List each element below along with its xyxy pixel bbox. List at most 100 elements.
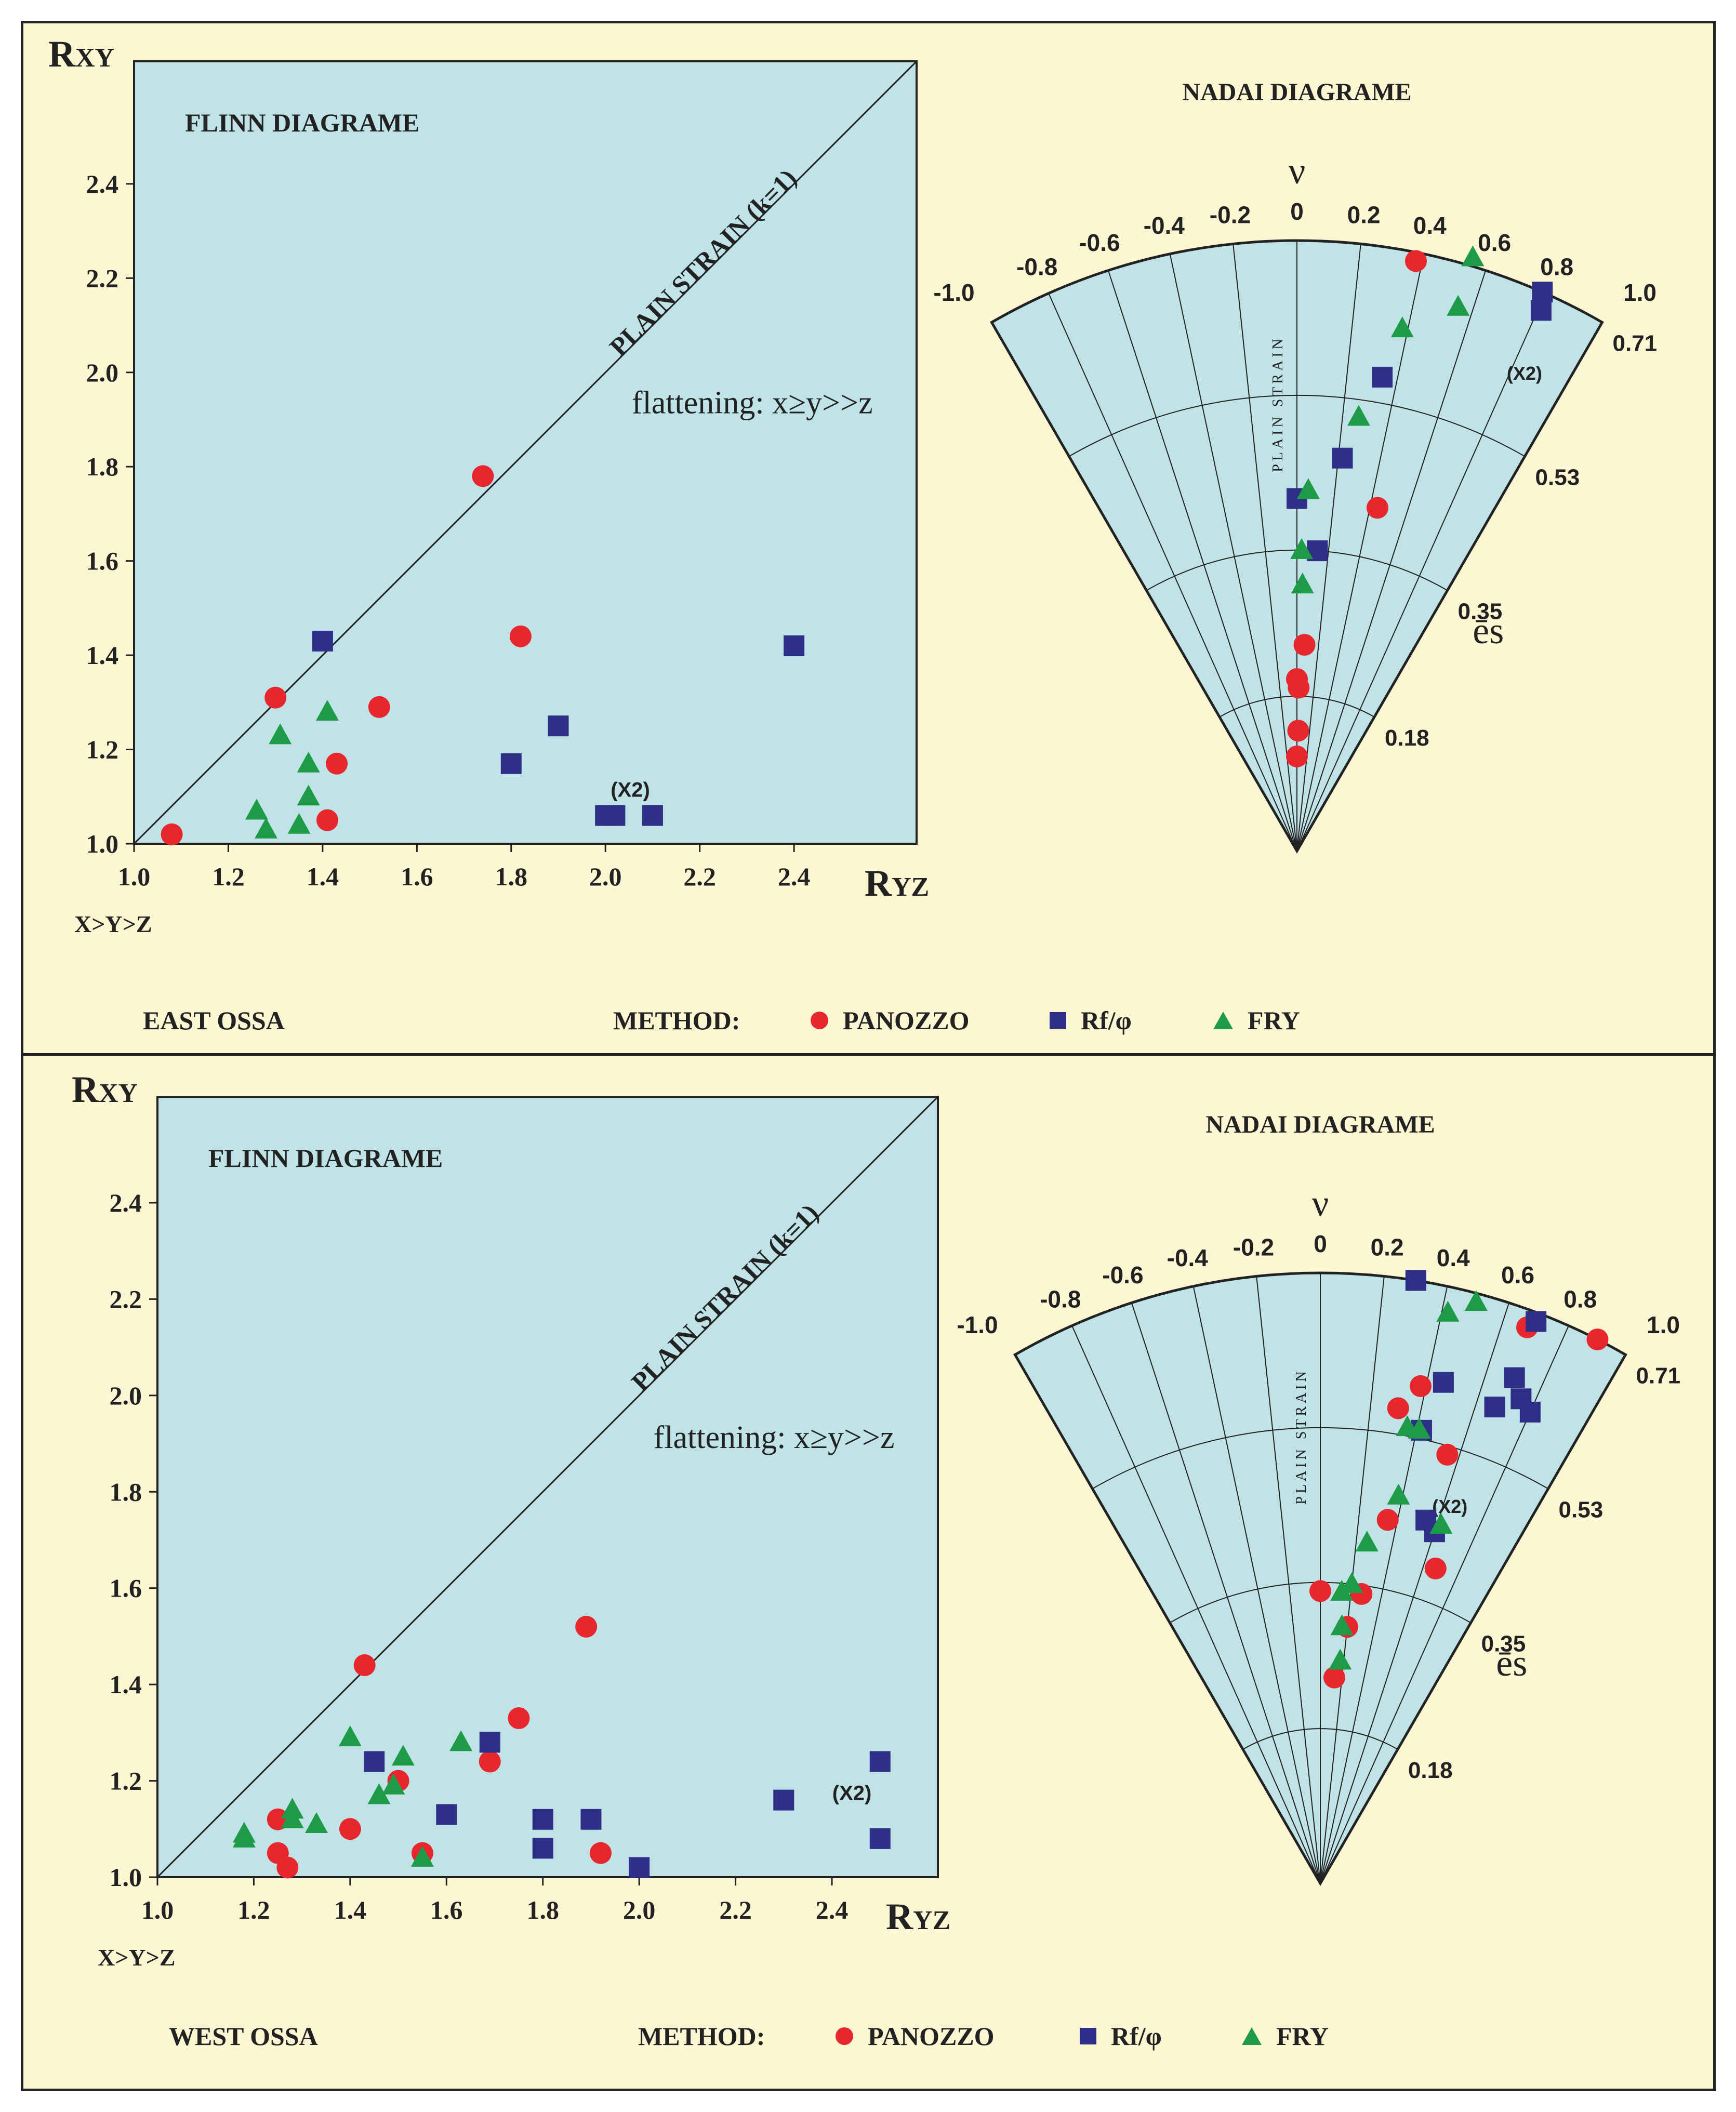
square-point: [773, 1789, 794, 1811]
square-point: [1532, 282, 1553, 303]
es-tick-label: 0.35: [1458, 599, 1503, 624]
x-tick-label: 1.2: [237, 1895, 270, 1924]
legend-panozzo-text: PANOZZO: [868, 2022, 995, 2051]
es-tick-label: 0.18: [1408, 1758, 1453, 1783]
circle-point: [1586, 1329, 1609, 1351]
y-tick-label: 1.0: [110, 1863, 142, 1892]
nu-tick-label: -0.6: [1102, 1261, 1143, 1289]
triangle-point: [410, 1845, 434, 1867]
square-point: [604, 805, 626, 826]
nu-radial-line: [1192, 1286, 1321, 1884]
x-tick-label: 2.0: [589, 862, 622, 891]
y-tick-label: 1.2: [110, 1766, 142, 1796]
triangle-point: [1355, 1531, 1379, 1552]
x-tick-label: 1.0: [141, 1895, 174, 1924]
nu-tick-label: 0.6: [1478, 229, 1511, 256]
panozzo-symbol: [836, 2027, 853, 2045]
nu-tick-label: 1.0: [1647, 1311, 1680, 1338]
x-tick-label: 1.6: [401, 862, 433, 891]
circle-point: [161, 823, 183, 845]
square-point: [1530, 300, 1552, 321]
nu-radial-line: [1071, 1325, 1321, 1884]
plain-strain-label: PLAIN STRAIN: [1293, 1368, 1309, 1505]
triangle-point: [315, 699, 339, 721]
x-tick-label: 1.0: [118, 862, 151, 891]
square-point: [532, 1809, 553, 1830]
triangle-point: [304, 1812, 328, 1834]
nu-tick-label: 0: [1290, 198, 1304, 225]
square-point: [312, 630, 333, 652]
nu-tick-label: -0.8: [1016, 253, 1057, 280]
triangle-point: [245, 799, 268, 820]
nu-tick-label: 0.4: [1413, 212, 1447, 239]
es-label: ēs: [1496, 1642, 1527, 1684]
y-tick-label: 2.2: [86, 263, 119, 293]
square-point: [869, 1751, 891, 1772]
circle-point: [264, 686, 287, 709]
square-point: [436, 1804, 457, 1825]
circle-point: [479, 1750, 501, 1773]
circle-point: [509, 625, 532, 647]
y-tick-label: 2.2: [110, 1284, 142, 1313]
y-tick-label: 1.2: [86, 735, 119, 764]
y-axis-sub: XY: [75, 43, 114, 73]
square-point: [1433, 1372, 1454, 1393]
x2-annotation: (X2): [832, 1782, 872, 1805]
y-tick-label: 1.8: [86, 452, 119, 481]
triangle-point: [1330, 1579, 1354, 1601]
east-legend-panozzo: PANOZZO: [811, 1005, 970, 1035]
triangle-point: [382, 1773, 405, 1795]
nu-tick-label: 0.8: [1563, 1285, 1597, 1312]
x2-annotation: (X2): [1432, 1496, 1467, 1517]
x-tick-label: 2.2: [719, 1895, 752, 1924]
circle-point: [1409, 1375, 1432, 1397]
nu-tick-label: -1.0: [933, 279, 974, 306]
y-axis-sub: XY: [99, 1079, 138, 1108]
square-point: [869, 1828, 891, 1849]
nu-tick-label: -0.2: [1210, 202, 1251, 229]
order-label: X>Y>Z: [98, 1944, 176, 1971]
region-annotation: flattening: x≥y>>z: [654, 1420, 895, 1455]
east-region-label: EAST OSSA: [143, 1006, 285, 1035]
circle-point: [1366, 497, 1388, 519]
x2-annotation: (X2): [611, 778, 650, 801]
y-tick-label: 1.0: [86, 829, 119, 858]
y-tick-label: 1.8: [110, 1477, 142, 1506]
square-point: [629, 1857, 650, 1878]
nu-tick-label: -0.4: [1167, 1244, 1209, 1271]
triangle-point: [281, 1798, 304, 1819]
nadai-title: NADAI DIAGRAME: [1182, 78, 1411, 106]
x-tick-label: 2.4: [778, 862, 811, 891]
x-tick-label: 2.0: [623, 1895, 656, 1924]
y-tick-label: 1.4: [86, 641, 119, 670]
circle-point: [589, 1842, 612, 1864]
x-tick-label: 1.6: [430, 1895, 463, 1924]
triangle-point: [1329, 1649, 1352, 1670]
es-tick-label: 0.71: [1636, 1363, 1681, 1388]
east-legend-rf: Rf/φ: [1050, 1005, 1132, 1035]
nu-radial-line: [1169, 254, 1297, 852]
circle-point: [1323, 1666, 1346, 1689]
es-tick-label: 0.53: [1559, 1497, 1604, 1522]
square-point: [479, 1732, 500, 1753]
triangle-point: [1387, 1483, 1410, 1505]
legend-rf-text: Rf/φ: [1081, 1006, 1132, 1035]
circle-point: [508, 1707, 530, 1730]
k1-line: [156, 1096, 939, 1878]
triangle-point: [1429, 1512, 1453, 1534]
circle-point: [1424, 1557, 1447, 1579]
triangle-point: [297, 751, 320, 773]
y-tick-label: 1.6: [86, 547, 119, 576]
es-tick-label: 0.18: [1385, 725, 1429, 751]
square-point: [1484, 1397, 1505, 1418]
triangle-point: [1296, 478, 1320, 499]
west-legend-fry: FRY: [1242, 2021, 1329, 2051]
nu-tick-label: 0.4: [1437, 1244, 1470, 1271]
nu-tick-label: -0.6: [1079, 229, 1120, 256]
x-tick-label: 1.4: [334, 1895, 367, 1924]
nu-tick-label: -0.8: [1040, 1285, 1081, 1312]
triangle-point: [1291, 573, 1314, 594]
circle-point: [1436, 1443, 1459, 1466]
circle-point: [353, 1654, 376, 1677]
square-point: [1332, 447, 1353, 469]
